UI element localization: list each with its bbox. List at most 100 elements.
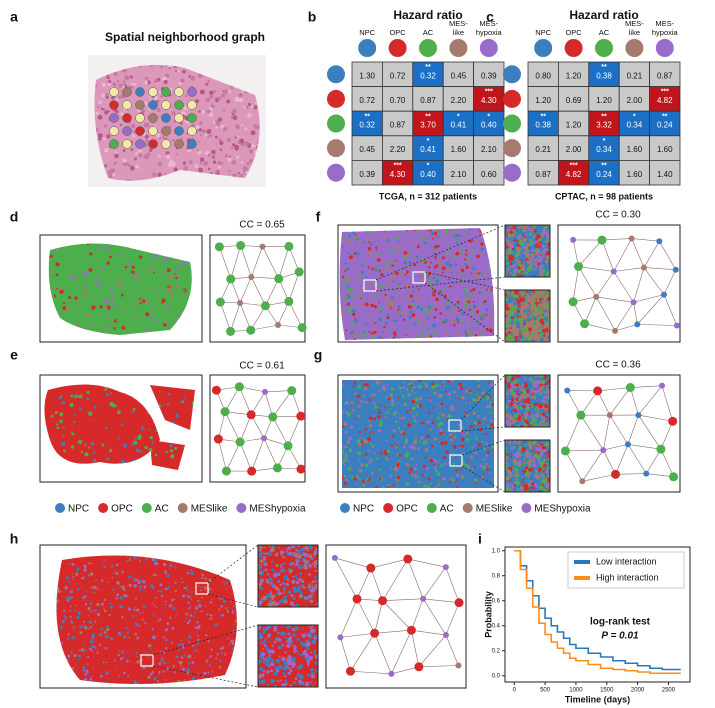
cell-dot [469, 392, 471, 394]
cell-dot [513, 471, 516, 474]
cell-dot [62, 660, 65, 663]
cell-dot [217, 556, 219, 558]
cell-dot [184, 463, 187, 466]
cell-dot [176, 655, 179, 658]
cell-dot [130, 75, 133, 78]
cell-dot [182, 238, 185, 241]
graph-edge [614, 238, 632, 271]
cell-dot [547, 478, 551, 482]
cell-dot [84, 566, 86, 568]
graph-edge [664, 270, 676, 295]
cell-dot [84, 678, 87, 681]
cell-dot [191, 76, 196, 81]
spot [136, 127, 145, 136]
legend-swatch [98, 503, 108, 513]
cell-dot [125, 334, 129, 338]
cell-dot [189, 378, 192, 381]
cell-dot [422, 226, 424, 228]
cell-dot [522, 332, 525, 335]
cell-dot [409, 445, 412, 448]
cell-dot [464, 293, 466, 295]
cell-dot [469, 324, 472, 327]
cell-dot [86, 397, 89, 400]
cell-dot [243, 647, 244, 648]
cell-dot [524, 383, 529, 388]
cell-dot [466, 257, 469, 260]
cell-dot [343, 416, 347, 420]
cell-dot [432, 262, 435, 265]
cell-dot [92, 435, 94, 437]
cell-dot [344, 270, 346, 272]
matrix-value: 4.30 [390, 170, 406, 179]
cell-dot [81, 237, 84, 240]
cell-dot [376, 249, 378, 251]
cell-dot [71, 445, 74, 448]
cell-dot [488, 426, 490, 428]
cell-dot [145, 77, 148, 80]
cell-dot [149, 310, 152, 313]
cell-dot [198, 110, 201, 113]
cell-dot [185, 653, 187, 655]
cell-dot [537, 418, 541, 422]
cell-dot [170, 427, 174, 431]
cell-dot [342, 295, 344, 297]
cell-dot [506, 456, 508, 458]
cell-dot [486, 443, 489, 446]
cell-dot [365, 323, 368, 326]
cell-dot [115, 327, 118, 330]
cell-dot [70, 394, 73, 397]
cell-dot [372, 431, 374, 433]
cell-dot [192, 402, 196, 406]
cell-dot [462, 452, 464, 454]
cell-dot [96, 444, 99, 447]
cell-dot [227, 138, 231, 142]
cell-dot [390, 444, 393, 447]
cell-dot [506, 306, 510, 310]
cell-dot [166, 287, 170, 291]
significance: *** [485, 89, 493, 96]
cell-dot [397, 291, 400, 294]
graph-node [246, 326, 255, 335]
cell-dot [175, 70, 177, 72]
cell-dot [431, 232, 433, 234]
cell-dot [353, 477, 357, 481]
cell-dot [346, 459, 348, 461]
cell-dot [43, 240, 47, 244]
matrix-value: 2.10 [451, 170, 467, 179]
cell-dot [81, 329, 84, 332]
cell-dot [137, 335, 141, 339]
cell-dot [186, 462, 190, 466]
cell-dot [504, 333, 508, 337]
cell-dot [165, 638, 168, 641]
cell-dot [369, 442, 371, 444]
cell-dot [406, 411, 408, 413]
cell-dot [167, 467, 171, 471]
spot [136, 114, 145, 123]
cell-dot [228, 548, 230, 550]
cell-dot [251, 130, 256, 135]
cell-dot [134, 317, 137, 320]
cell-dot [367, 437, 371, 441]
cell-dot [66, 466, 68, 468]
cell-dot [39, 562, 42, 565]
cell-dot [151, 395, 153, 397]
cell-dot [421, 474, 424, 477]
cell-dot [130, 309, 132, 311]
cell-dot [115, 332, 118, 335]
cell-dot [391, 246, 393, 248]
cell-dot [462, 259, 464, 261]
cell-dot [206, 613, 208, 615]
cell-dot [130, 599, 133, 602]
cell-dot [113, 304, 116, 307]
cell-dot [362, 445, 364, 447]
cell-dot [530, 333, 532, 335]
matrix-value: 0.32 [420, 71, 436, 80]
cell-dot [409, 311, 412, 314]
graph-edge [231, 245, 241, 279]
cell-dot [390, 299, 394, 303]
cell-dot [392, 251, 395, 254]
graph-edge [661, 449, 674, 477]
cell-dot [213, 566, 216, 569]
cell-dot [142, 595, 145, 598]
cell-dot [192, 451, 196, 455]
